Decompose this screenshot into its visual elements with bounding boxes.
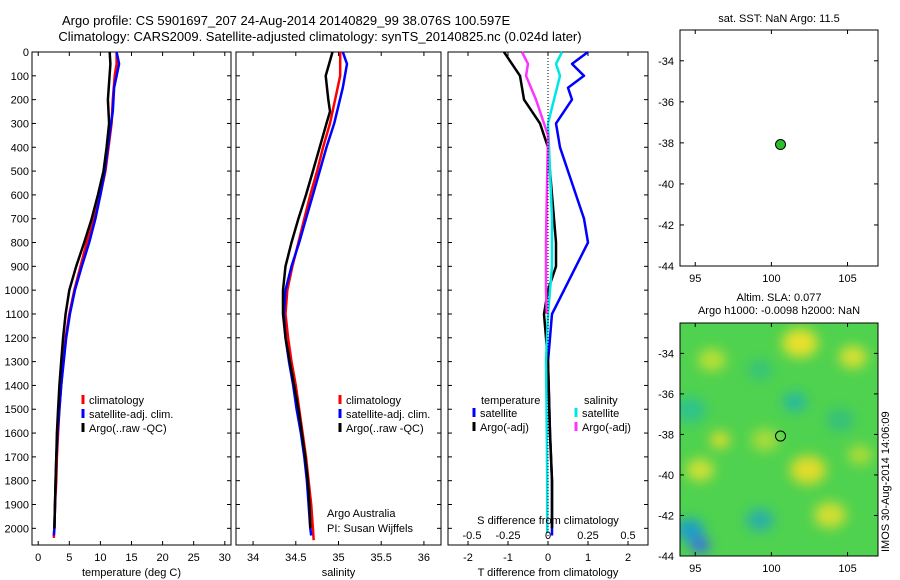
depth-tick-label: 1600 bbox=[5, 428, 29, 440]
difference-xtick-label: -2 bbox=[463, 552, 473, 564]
salinity-diff-tick-label: -0.25 bbox=[495, 530, 520, 542]
temperature-xtick-label: 0 bbox=[35, 552, 41, 564]
sla-ytick-label: -38 bbox=[658, 429, 674, 441]
salinity-diff-tick-label: 0 bbox=[545, 530, 551, 542]
sla-ytick-label: -34 bbox=[658, 348, 674, 360]
difference-series-line bbox=[544, 51, 564, 534]
temperature-xtick-label: 25 bbox=[188, 552, 200, 564]
temperature-xtick-label: 10 bbox=[94, 552, 106, 564]
sla-ytick-label: -42 bbox=[658, 510, 674, 522]
salinity-series-line bbox=[281, 51, 334, 529]
sst-map-frame bbox=[679, 29, 879, 267]
difference-xtick-label: -1 bbox=[503, 552, 513, 564]
depth-tick-label: 600 bbox=[11, 190, 29, 202]
depth-tick-label: 1200 bbox=[5, 333, 29, 345]
salinity-diff-tick-label: 0.25 bbox=[577, 530, 598, 542]
sla-xtick-label: 100 bbox=[762, 563, 780, 575]
sla-heatmap-blobs bbox=[680, 328, 872, 553]
salinity-legend-label: climatology bbox=[346, 395, 402, 407]
difference-temp-legend-label: satellite bbox=[480, 408, 517, 420]
argo-australia-label: Argo Australia bbox=[327, 508, 396, 520]
sla-ytick-label: -44 bbox=[658, 551, 674, 563]
salinity-legend-label: Argo(..raw -QC) bbox=[346, 423, 424, 435]
sla-map-title-2: Argo h1000: -0.0098 h2000: NaN bbox=[697, 305, 861, 317]
temperature-plot-frame bbox=[31, 51, 232, 546]
salinity-xtick-label: 34.5 bbox=[285, 552, 306, 564]
sla-map-title-1: Altim. SLA: 0.077 bbox=[736, 292, 822, 304]
depth-tick-label: 300 bbox=[11, 118, 29, 130]
sst-xtick-label: 95 bbox=[689, 273, 701, 285]
temperature-xtick-label: 30 bbox=[219, 552, 231, 564]
depth-tick-label: 1400 bbox=[5, 380, 29, 392]
pi-name-label: PI: Susan Wijffels bbox=[327, 523, 413, 535]
depth-tick-label: 1300 bbox=[5, 357, 29, 369]
difference-xtick-label: 2 bbox=[625, 552, 631, 564]
difference-sal-legend-label: Argo(-adj) bbox=[582, 422, 631, 434]
depth-tick-label: 200 bbox=[11, 95, 29, 107]
temperature-legend-label: satellite-adj. clim. bbox=[89, 409, 173, 421]
difference-legend-title-temperature: temperature bbox=[481, 395, 540, 407]
sla-ytick-label: -40 bbox=[658, 470, 674, 482]
depth-tick-label: 400 bbox=[11, 142, 29, 154]
salinity-xlabel: salinity bbox=[322, 567, 356, 579]
sla-xtick-label: 95 bbox=[689, 563, 701, 575]
chart-subtitle: Climatology: CARS2009. Satellite-adjuste… bbox=[58, 29, 582, 44]
chart-title: Argo profile: CS 5901697_207 24-Aug-2014… bbox=[62, 13, 511, 28]
sst-ytick-label: -36 bbox=[658, 97, 674, 109]
difference-sal-legend-label: satellite bbox=[582, 408, 619, 420]
depth-tick-label: 700 bbox=[11, 214, 29, 226]
salinity-diff-tick-label: -0.5 bbox=[463, 530, 482, 542]
temperature-xtick-label: 15 bbox=[125, 552, 137, 564]
salinity-diff-axis-label: S difference from climatology bbox=[477, 515, 619, 527]
sla-argo-position-marker bbox=[775, 430, 787, 442]
sst-xtick-label: 100 bbox=[762, 273, 780, 285]
depth-tick-label: 1100 bbox=[5, 309, 29, 321]
depth-tick-label: 800 bbox=[11, 238, 29, 250]
depth-tick-label: 1900 bbox=[5, 500, 29, 512]
temperature-xtick-label: 20 bbox=[156, 552, 168, 564]
sst-ytick-label: -42 bbox=[658, 220, 674, 232]
sst-map-title: sat. SST: NaN Argo: 11.5 bbox=[718, 13, 840, 25]
sla-ytick-label: -36 bbox=[658, 389, 674, 401]
depth-tick-label: 1800 bbox=[5, 476, 29, 488]
temperature-series-line bbox=[53, 51, 112, 529]
salinity-xtick-label: 36 bbox=[418, 552, 430, 564]
sst-ytick-label: -40 bbox=[658, 179, 674, 191]
sst-xtick-label: 105 bbox=[838, 273, 856, 285]
depth-tick-label: 0 bbox=[23, 47, 29, 59]
depth-tick-label: 1500 bbox=[5, 404, 29, 416]
difference-xtick-label: 0 bbox=[545, 552, 551, 564]
depth-tick-label: 2000 bbox=[5, 523, 29, 535]
salinity-legend-label: satellite-adj. clim. bbox=[346, 409, 430, 421]
difference-series-line bbox=[502, 51, 558, 529]
depth-tick-label: 100 bbox=[11, 71, 29, 83]
sst-ytick-label: -34 bbox=[658, 56, 674, 68]
sla-xtick-label: 105 bbox=[838, 563, 856, 575]
salinity-plot-frame bbox=[235, 51, 442, 546]
depth-tick-label: 900 bbox=[11, 261, 29, 273]
difference-temp-legend-label: Argo(-adj) bbox=[480, 422, 529, 434]
temperature-xlabel: temperature (deg C) bbox=[82, 567, 181, 579]
difference-xlabel: T difference from climatology bbox=[478, 567, 619, 579]
salinity-xtick-label: 35.5 bbox=[370, 552, 391, 564]
temperature-legend-label: Argo(..raw -QC) bbox=[89, 423, 167, 435]
salinity-xtick-label: 34 bbox=[247, 552, 259, 564]
difference-series-line bbox=[520, 51, 550, 315]
salinity-xtick-label: 35 bbox=[332, 552, 344, 564]
depth-tick-label: 500 bbox=[11, 166, 29, 178]
temperature-xtick-label: 5 bbox=[66, 552, 72, 564]
salinity-diff-tick-label: 0.5 bbox=[620, 530, 635, 542]
sst-ytick-label: -44 bbox=[658, 261, 674, 273]
sst-argo-position-marker bbox=[775, 139, 787, 151]
depth-tick-label: 1000 bbox=[5, 285, 29, 297]
depth-tick-label: 1700 bbox=[5, 452, 29, 464]
temperature-legend-label: climatology bbox=[89, 395, 145, 407]
difference-legend-title-salinity: salinity bbox=[584, 395, 618, 407]
difference-xtick-label: 1 bbox=[585, 552, 591, 564]
sst-ytick-label: -38 bbox=[658, 138, 674, 150]
sla-map-frame bbox=[679, 322, 879, 557]
